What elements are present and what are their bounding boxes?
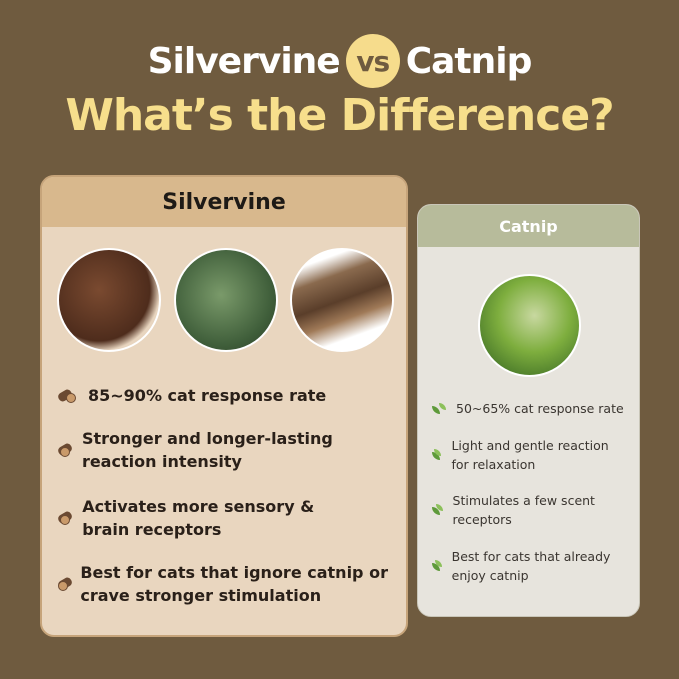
catnip-bullet: Best for cats that already enjoy catnip <box>432 547 617 585</box>
leaf-icon <box>432 504 443 516</box>
wood-log-icon <box>58 443 70 457</box>
headline-catnip: Catnip <box>405 40 533 82</box>
catnip-bullet: Stimulates a few scent receptors <box>432 491 607 529</box>
headline-silvervine: Silvervine <box>147 40 341 82</box>
catnip-plant-image <box>478 274 581 377</box>
silvervine-bullet: Best for cats that ignore catnip or crav… <box>58 561 398 607</box>
catnip-card: Catnip 50~65% cat response rate Light an… <box>417 204 640 617</box>
leaf-icon <box>432 449 442 461</box>
silvervine-card: Silvervine 85~90% cat response rate Stro… <box>40 175 408 637</box>
silvervine-bullet: 85~90% cat response rate <box>58 384 326 407</box>
dried-silvervine-image <box>57 248 161 352</box>
leaf-icon <box>432 402 446 415</box>
catnip-bullet: Light and gentle reaction for relaxation <box>432 436 617 474</box>
headline: Silvervine vs Catnip <box>0 34 679 88</box>
silvervine-sticks-image <box>290 248 394 352</box>
subtitle: What’s the Difference? <box>65 90 614 141</box>
silvervine-header: Silvervine <box>42 177 406 227</box>
wood-log-icon <box>58 389 76 403</box>
silvervine-leaves-image <box>174 248 278 352</box>
leaf-icon <box>432 560 442 572</box>
silvervine-bullet: Stronger and longer-lasting reaction int… <box>58 427 358 473</box>
wood-log-icon <box>58 511 71 525</box>
wood-log-icon <box>58 577 69 591</box>
vs-badge: vs <box>345 34 400 88</box>
catnip-bullet: 50~65% cat response rate <box>432 399 624 418</box>
catnip-header: Catnip <box>418 205 639 247</box>
silvervine-bullet: Activates more sensory & brain receptors <box>58 495 338 541</box>
